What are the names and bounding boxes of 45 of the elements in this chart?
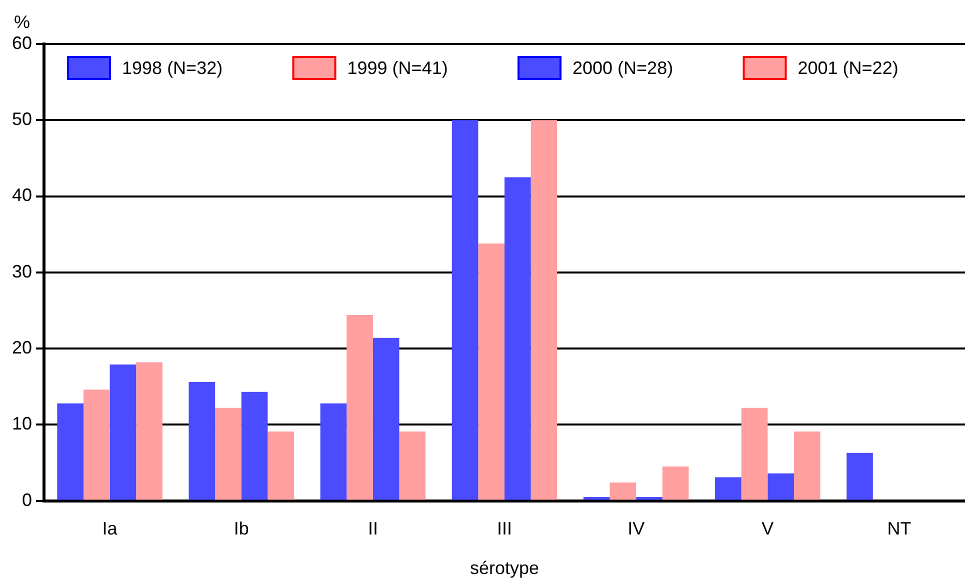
bar (741, 408, 768, 500)
bar (636, 496, 662, 500)
y-tick-label: 20 (12, 338, 32, 358)
y-tick-label: 30 (12, 261, 32, 282)
legend-label: 1999 (N=41) (347, 58, 448, 78)
bar (83, 390, 110, 500)
bar (372, 338, 400, 500)
bar (530, 120, 558, 500)
bar (478, 243, 505, 500)
bar (110, 364, 136, 500)
x-tick-label: II (368, 518, 378, 539)
bar (768, 473, 794, 500)
bar (188, 382, 216, 500)
bar (57, 403, 84, 500)
bar (241, 392, 268, 500)
x-tick-label: NT (887, 518, 912, 539)
y-tick-label: 60 (12, 32, 32, 53)
bar (399, 432, 426, 500)
bar (610, 482, 636, 500)
bar (715, 477, 742, 500)
y-tick-label: 40 (12, 185, 32, 206)
x-tick-label: Ib (234, 518, 249, 539)
bar (346, 315, 373, 500)
legend-label: 2001 (N=22) (798, 58, 898, 78)
bar (320, 403, 347, 500)
legend-label: 1998 (N=32) (122, 58, 223, 78)
x-tick-label: Ia (102, 518, 118, 539)
bar (268, 432, 294, 500)
y-axis-title: % (14, 12, 30, 32)
x-tick-label: V (762, 518, 774, 539)
y-tick-label: 10 (12, 414, 32, 434)
x-tick-label: IV (628, 518, 645, 539)
bar (583, 496, 610, 500)
x-tick-label: III (497, 518, 512, 539)
bar (662, 466, 689, 500)
bar (846, 452, 873, 500)
y-tick-label: 0 (22, 490, 32, 510)
legend-label: 2000 (N=28) (572, 58, 674, 78)
x-axis-title: sérotype (470, 558, 540, 578)
bar (794, 432, 820, 500)
bar (452, 120, 478, 500)
y-tick-label: 50 (12, 109, 32, 130)
bar (504, 177, 531, 500)
bar (215, 408, 242, 500)
bar (136, 362, 162, 500)
